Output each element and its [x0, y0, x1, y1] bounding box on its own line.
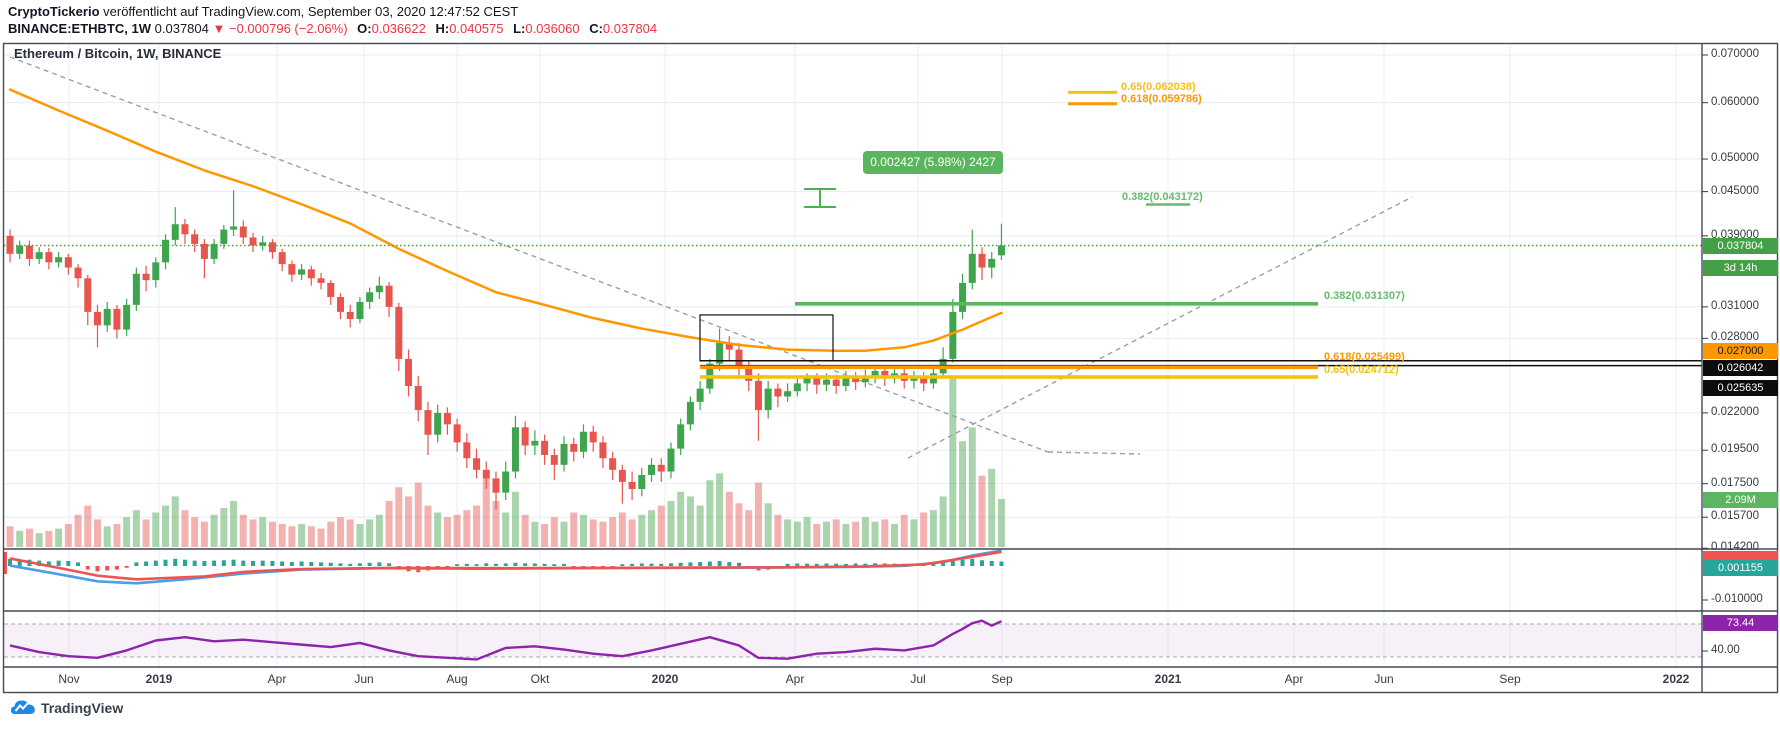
high-label: H: [435, 21, 450, 36]
rsi-value-badge: 73.44 [1703, 615, 1778, 631]
chart-title: Ethereum / Bitcoin, 1W, BINANCE [14, 46, 222, 61]
low-label: L: [513, 21, 526, 36]
published-text: veröffentlicht auf TradingView.com, Sept… [103, 4, 519, 19]
down-arrow-icon: ▼ [212, 21, 226, 36]
fib-level-0382-upper: 0.382(0.043172) [1122, 191, 1203, 203]
fib-level-0382-lower: 0.382(0.031307) [1324, 290, 1405, 302]
indicator-teal-badge: 0.001155 [1703, 560, 1778, 576]
price-tick-label: 0.028000 [1711, 331, 1759, 344]
published-line: CryptoTickerio veröffentlicht auf Tradin… [8, 3, 657, 20]
indicator-red-badge [1703, 551, 1778, 560]
volume-badge: 2.09M [1703, 492, 1778, 508]
time-tick-label: Apr [267, 672, 287, 686]
tradingview-logo-icon [10, 700, 35, 714]
time-tick-label: 2022 [1662, 672, 1690, 686]
indicator-tick-label: -0.010000 [1711, 593, 1763, 605]
price-range-measure-label[interactable]: 0.002427 (5.98%) 2427 [863, 151, 1003, 174]
price-change: −0.000796 (−2.06%) [229, 21, 348, 36]
time-tick-label: Apr [1284, 672, 1304, 686]
symbol-line: BINANCE:ETHBTC, 1W 0.037804 ▼ −0.000796 … [8, 20, 657, 37]
price-tick-label: 0.022000 [1711, 405, 1759, 418]
price-tick-label: 0.015700 [1711, 510, 1759, 523]
open-value: 0.036622 [371, 21, 426, 36]
brand-name: CryptoTickerio [8, 4, 100, 19]
tradingview-logo-text: TradingView [41, 700, 124, 716]
close-value: 0.037804 [602, 21, 658, 36]
price-tick-label: 0.019500 [1711, 443, 1759, 456]
close-label: C: [589, 21, 603, 36]
header: CryptoTickerio veröffentlicht auf Tradin… [8, 3, 657, 37]
price-tick-label: 0.031000 [1711, 299, 1759, 312]
time-tick-label: Aug [446, 672, 468, 686]
price-tick-label: 0.014200 [1711, 541, 1759, 554]
time-tick-label: Jul [910, 672, 926, 686]
price-tick-label: 0.060000 [1711, 95, 1759, 108]
bar-countdown-badge: 3d 14h [1703, 260, 1778, 276]
time-tick-label: Nov [58, 672, 80, 686]
fib-level-0618-upper: 0.618(0.059786) [1121, 93, 1202, 105]
time-tick-label: 2020 [651, 672, 679, 686]
fib-level-065-lower: 0.65(0.024712) [1324, 364, 1399, 376]
open-label: O: [357, 21, 372, 36]
orange-level-badge: 0.027000 [1703, 343, 1778, 359]
fib-level-065-upper: 0.65(0.062038) [1121, 81, 1196, 93]
last-price: 0.037804 [154, 21, 209, 36]
fib-level-0618-lower: 0.618(0.025499) [1324, 351, 1405, 363]
time-tick-label: Apr [785, 672, 805, 686]
time-tick-label: Sep [991, 672, 1013, 686]
high-value: 0.040575 [449, 21, 504, 36]
timeframe-label: 1W [131, 21, 152, 36]
black-level-badge-1: 0.026042 [1703, 360, 1778, 376]
price-tick-label: 0.039000 [1711, 228, 1759, 241]
black-level-badge-2: 0.025635 [1703, 380, 1778, 396]
time-tick-label: 2019 [145, 672, 173, 686]
last-price-badge: 0.037804 [1703, 238, 1778, 254]
price-tick-label: 0.050000 [1711, 152, 1759, 165]
indicator-tick-label: 40.00 [1711, 644, 1740, 656]
time-tick-label: Jun [1374, 672, 1394, 686]
time-tick-label: 2021 [1154, 672, 1182, 686]
price-tick-label: 0.017500 [1711, 476, 1759, 489]
tradingview-logo[interactable]: TradingView [10, 698, 123, 718]
price-tick-label: 0.045000 [1711, 184, 1759, 197]
low-value: 0.036060 [525, 21, 580, 36]
time-tick-label: Okt [530, 672, 550, 686]
price-tick-label: 0.070000 [1711, 48, 1759, 60]
time-tick-label: Jun [354, 672, 374, 686]
time-tick-label: Sep [1499, 672, 1521, 686]
symbol-label: BINANCE:ETHBTC, [8, 21, 128, 36]
